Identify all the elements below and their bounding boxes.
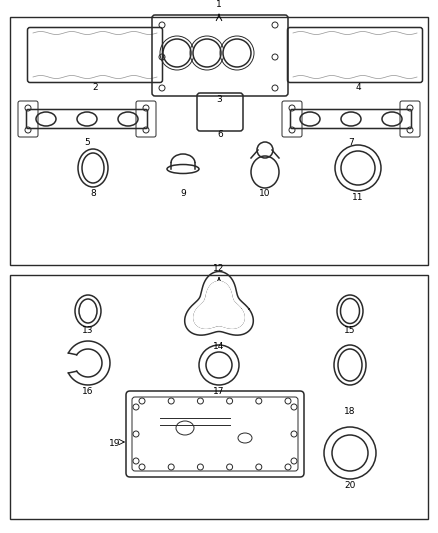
Text: 10: 10 (259, 189, 271, 198)
Text: 20: 20 (344, 481, 356, 490)
Text: 1: 1 (216, 0, 222, 9)
Text: 18: 18 (344, 407, 356, 416)
Text: 8: 8 (90, 189, 96, 198)
Text: 5: 5 (84, 138, 90, 147)
Text: 4: 4 (355, 83, 361, 92)
Circle shape (223, 39, 251, 67)
Text: 19: 19 (109, 439, 121, 448)
Text: 3: 3 (216, 95, 222, 104)
Text: 11: 11 (352, 193, 364, 202)
Bar (10, 275, 428, 519)
Circle shape (163, 39, 191, 67)
Text: 12: 12 (213, 264, 225, 273)
Ellipse shape (382, 112, 402, 126)
Ellipse shape (341, 112, 361, 126)
Ellipse shape (77, 112, 97, 126)
Polygon shape (194, 281, 244, 328)
Text: 2: 2 (92, 83, 98, 92)
Bar (10, 17, 428, 265)
Text: 9: 9 (180, 189, 186, 198)
Text: 13: 13 (82, 326, 94, 335)
Ellipse shape (118, 112, 138, 126)
Text: 14: 14 (213, 342, 225, 351)
Text: 7: 7 (348, 138, 354, 147)
Ellipse shape (36, 112, 56, 126)
Text: 15: 15 (344, 326, 356, 335)
Text: 6: 6 (217, 130, 223, 139)
Text: 17: 17 (213, 387, 225, 396)
Ellipse shape (300, 112, 320, 126)
Circle shape (193, 39, 221, 67)
Text: 16: 16 (82, 387, 94, 396)
